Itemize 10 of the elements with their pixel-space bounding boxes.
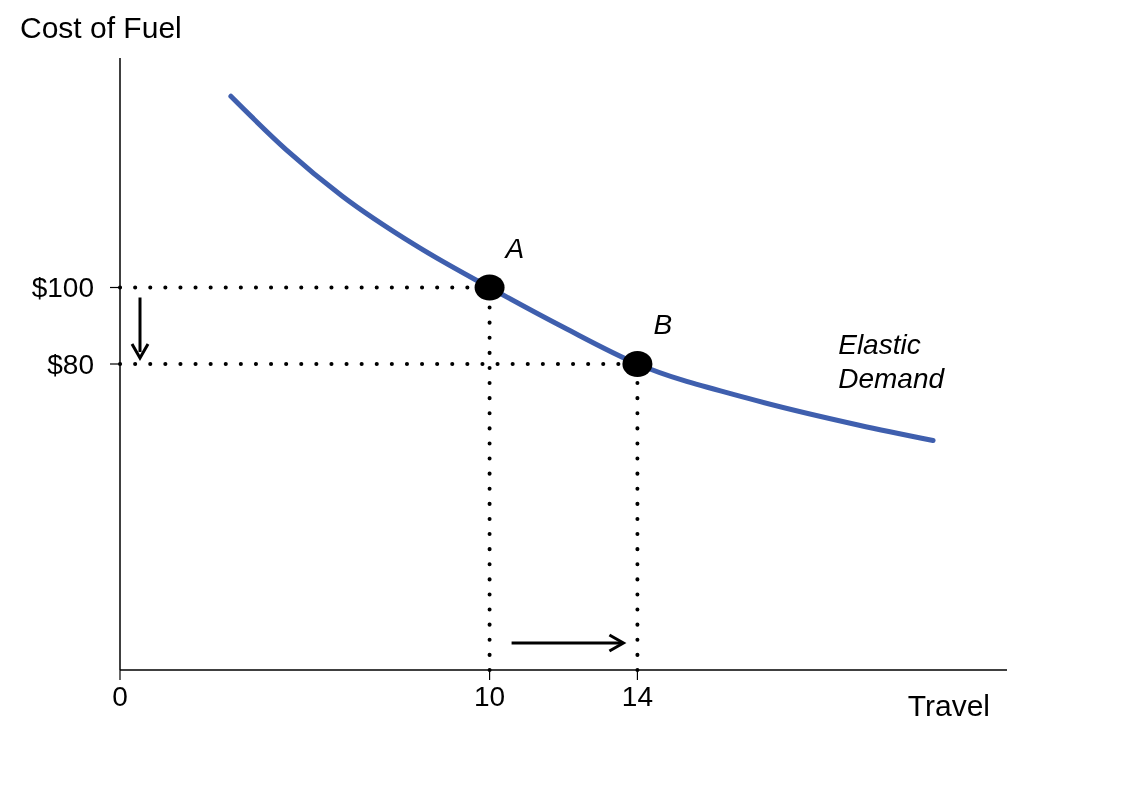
annotation: Elastic Demand — [838, 328, 946, 394]
y-tick-label: $100 — [31, 272, 94, 304]
x-axis-title: Travel — [907, 689, 990, 722]
x-tick-label: 10 — [474, 681, 506, 712]
y-tick-label: $80 — [47, 348, 94, 380]
y-axis-title: Cost of Fuel — [20, 11, 182, 44]
annotation: A — [503, 232, 525, 264]
x-tick-label: 0 — [112, 681, 128, 712]
x-tick-label: 14 — [621, 681, 653, 712]
annotation: B — [653, 309, 673, 340]
